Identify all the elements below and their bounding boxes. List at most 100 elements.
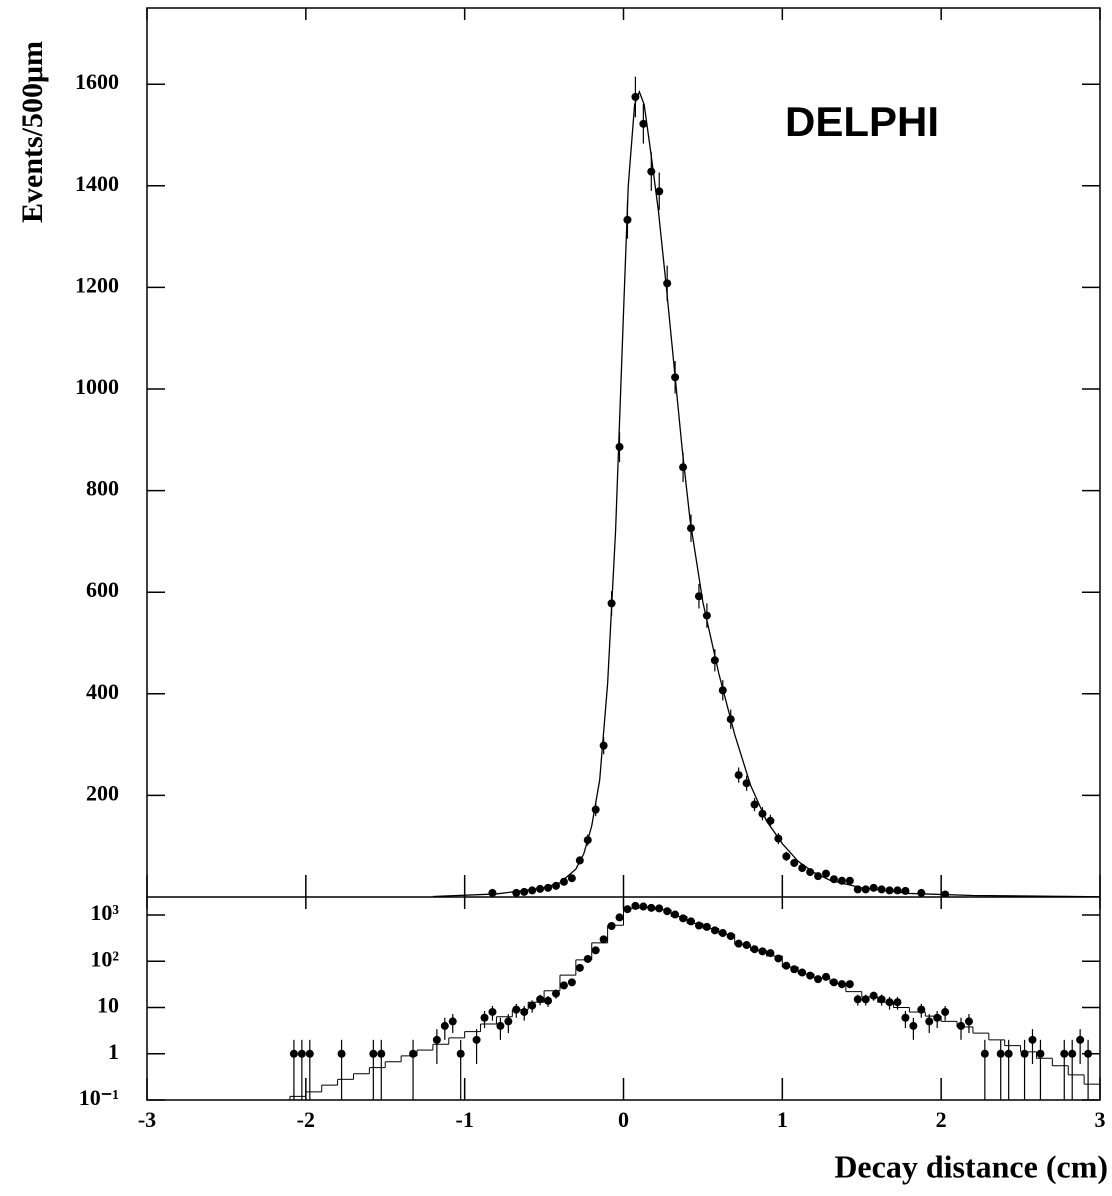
data-point (726, 932, 735, 941)
data-point (996, 1049, 1005, 1058)
data-point (694, 921, 703, 930)
data-point (663, 907, 672, 916)
data-point (679, 463, 688, 472)
data-point (432, 1035, 441, 1044)
data-point (877, 995, 886, 1004)
data-point (1020, 1049, 1029, 1058)
data-point (1036, 1049, 1045, 1058)
x-tick-label: -2 (297, 1107, 315, 1132)
x-tick-label: -1 (456, 1107, 474, 1132)
data-point (456, 1049, 465, 1058)
fit-curve (432, 89, 1100, 897)
data-point (710, 926, 719, 935)
data-point (806, 868, 815, 877)
data-point (702, 922, 711, 931)
data-point (933, 1013, 942, 1022)
data-point (964, 1017, 973, 1026)
data-point (551, 989, 560, 998)
data-point (901, 1013, 910, 1022)
data-point (448, 1017, 457, 1026)
data-point (845, 876, 854, 885)
x-tick-label: 0 (618, 1107, 629, 1132)
data-point (718, 929, 727, 938)
data-point (742, 941, 751, 950)
data-point (528, 1001, 537, 1010)
y-tick-label: 1600 (75, 69, 119, 94)
y-tick-label: 1400 (75, 171, 119, 196)
data-point (528, 886, 537, 895)
data-point (1076, 1035, 1085, 1044)
data-point (687, 917, 696, 926)
data-point (512, 888, 521, 897)
plot-area (289, 901, 1100, 1100)
data-point (1004, 1049, 1013, 1058)
data-point (837, 980, 846, 989)
data-point (567, 978, 576, 987)
data-point (639, 119, 648, 128)
data-point (806, 971, 815, 980)
data-point (909, 1021, 918, 1030)
data-point (941, 1007, 950, 1016)
data-point (440, 1021, 449, 1030)
data-point (758, 947, 767, 956)
data-point (623, 905, 632, 914)
data-point (496, 1021, 505, 1030)
data-point (655, 904, 664, 913)
data-point (663, 279, 672, 288)
data-point (798, 864, 807, 873)
data-point (575, 963, 584, 972)
data-point (639, 902, 648, 911)
data-point (893, 886, 902, 895)
y-tick-label: 1200 (75, 272, 119, 297)
data-point (829, 978, 838, 987)
data-point (679, 914, 688, 923)
y-tick-label: 800 (86, 476, 119, 501)
data-point (782, 852, 791, 861)
data-point (917, 888, 926, 897)
data-point (289, 1049, 298, 1058)
data-point (957, 1021, 966, 1030)
data-point (980, 1049, 989, 1058)
data-point (877, 885, 886, 894)
data-point (861, 885, 870, 894)
data-point (488, 1007, 497, 1016)
y-tick-label: 600 (86, 577, 119, 602)
annotation: DELPHI (785, 98, 939, 145)
plot-area (432, 76, 1100, 897)
y-tick-label: 400 (86, 679, 119, 704)
x-tick-label: -3 (138, 1107, 156, 1132)
y-axis-label: Events/500μm (16, 41, 49, 223)
data-point (583, 954, 592, 963)
data-point (925, 1017, 934, 1026)
data-point (337, 1049, 346, 1058)
data-point (607, 922, 616, 931)
data-point (766, 949, 775, 958)
data-point (599, 935, 608, 944)
data-point (1060, 1049, 1069, 1058)
data-point (782, 961, 791, 970)
data-point (559, 877, 568, 886)
data-point (798, 968, 807, 977)
data-point (853, 995, 862, 1004)
data-point (567, 874, 576, 883)
x-tick-label: 3 (1095, 1107, 1106, 1132)
data-point (893, 998, 902, 1007)
data-point (615, 442, 624, 451)
data-point (520, 887, 529, 896)
plot-frame (146, 7, 1101, 1101)
data-point (790, 858, 799, 867)
data-point (885, 886, 894, 895)
data-point (544, 996, 553, 1005)
data-point (869, 991, 878, 1000)
y-tick-label: 10² (90, 946, 119, 971)
data-point (297, 1049, 306, 1058)
x-axis-label: Decay distance (cm) (834, 1148, 1108, 1184)
data-point (369, 1049, 378, 1058)
data-point (869, 883, 878, 892)
y-tick-label: 200 (86, 780, 119, 805)
data-point (861, 995, 870, 1004)
data-point (377, 1049, 386, 1058)
y-tick-label: 10⁻¹ (79, 1085, 119, 1110)
data-point (814, 975, 823, 984)
